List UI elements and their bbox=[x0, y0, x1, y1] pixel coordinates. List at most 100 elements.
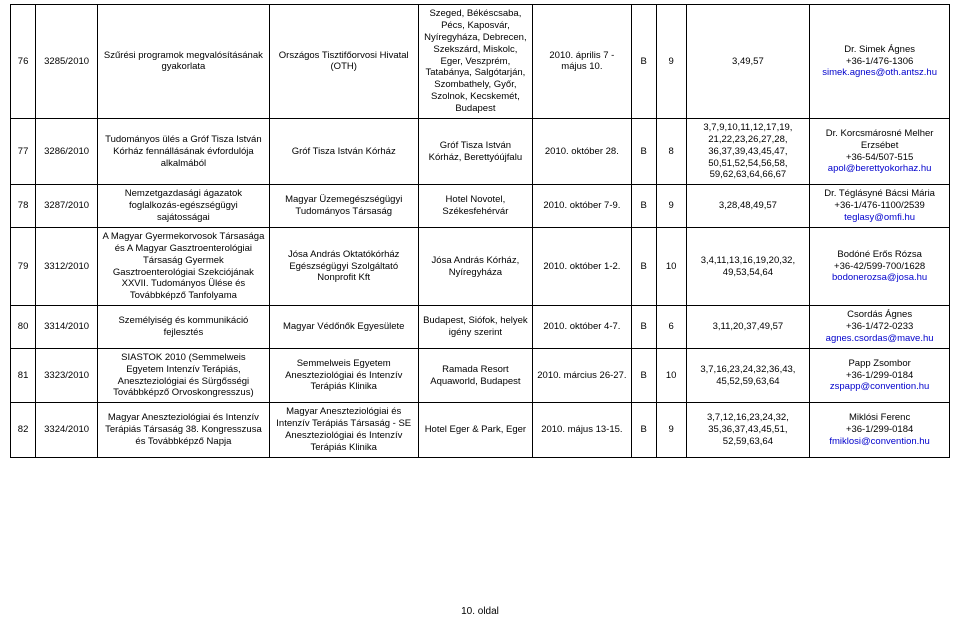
cell-ref: 3285/2010 bbox=[36, 5, 98, 119]
cell-idx: 78 bbox=[11, 185, 36, 228]
cell-b: 8 bbox=[656, 118, 686, 184]
cell-idx: 82 bbox=[11, 403, 36, 458]
contact-name: Miklósi Ferenc bbox=[814, 412, 945, 424]
cell-place: Szeged, Békéscsaba, Pécs, Kaposvár, Nyír… bbox=[418, 5, 533, 119]
cell-org: Magyar Aneszteziológiai és Intenzív Terá… bbox=[269, 403, 418, 458]
cell-a: B bbox=[631, 227, 656, 305]
cell-codes: 3,11,20,37,49,57 bbox=[686, 306, 810, 349]
contact-name: Dr. Téglásyné Bácsi Mária bbox=[814, 188, 945, 200]
cell-place: Budapest, Siófok, helyek igény szerint bbox=[418, 306, 533, 349]
cell-ref: 3286/2010 bbox=[36, 118, 98, 184]
contact-email: fmiklosi@convention.hu bbox=[814, 436, 945, 448]
cell-ref: 3287/2010 bbox=[36, 185, 98, 228]
contact-phone: +36-1/299-0184 bbox=[814, 424, 945, 436]
contact-phone: +36-1/299-0184 bbox=[814, 370, 945, 382]
cell-codes: 3,7,9,10,11,12,17,19, 21,22,23,26,27,28,… bbox=[686, 118, 810, 184]
cell-b: 6 bbox=[656, 306, 686, 349]
cell-place: Gróf Tisza István Kórház, Berettyóújfalu bbox=[418, 118, 533, 184]
cell-contact: Csordás Ágnes+36-1/472-0233agnes.csordas… bbox=[810, 306, 950, 349]
cell-contact: Miklósi Ferenc+36-1/299-0184fmiklosi@con… bbox=[810, 403, 950, 458]
contact-name: Dr. Korcsmárosné Melher Erzsébet bbox=[814, 128, 945, 152]
cell-ref: 3312/2010 bbox=[36, 227, 98, 305]
contact-email: apol@berettyokorhaz.hu bbox=[814, 163, 945, 175]
table-row: 793312/2010A Magyar Gyermekorvosok Társa… bbox=[11, 227, 950, 305]
cell-a: B bbox=[631, 185, 656, 228]
contact-phone: +36-1/476-1100/2539 bbox=[814, 200, 945, 212]
cell-title: Szűrési programok megvalósításának gyako… bbox=[98, 5, 270, 119]
cell-b: 10 bbox=[656, 348, 686, 403]
cell-a: B bbox=[631, 306, 656, 349]
cell-org: Országos Tisztifőorvosi Hivatal (OTH) bbox=[269, 5, 418, 119]
cell-date: 2010. március 26-27. bbox=[533, 348, 631, 403]
cell-contact: Dr. Simek Ágnes+36-1/476-1306simek.agnes… bbox=[810, 5, 950, 119]
cell-codes: 3,4,11,13,16,19,20,32, 49,53,54,64 bbox=[686, 227, 810, 305]
table-row: 803314/2010Személyiség és kommunikáció f… bbox=[11, 306, 950, 349]
contact-phone: +36-1/476-1306 bbox=[814, 56, 945, 68]
contact-email: agnes.csordas@mave.hu bbox=[814, 333, 945, 345]
cell-idx: 81 bbox=[11, 348, 36, 403]
cell-title: Magyar Aneszteziológiai és Intenzív Terá… bbox=[98, 403, 270, 458]
cell-place: Hotel Novotel, Székesfehérvár bbox=[418, 185, 533, 228]
page-footer: 10. oldal bbox=[0, 606, 960, 617]
cell-b: 9 bbox=[656, 403, 686, 458]
cell-date: 2010. május 13-15. bbox=[533, 403, 631, 458]
cell-place: Jósa András Kórház, Nyíregyháza bbox=[418, 227, 533, 305]
contact-name: Dr. Simek Ágnes bbox=[814, 44, 945, 56]
cell-title: Tudományos ülés a Gróf Tisza István Kórh… bbox=[98, 118, 270, 184]
contact-email: zspapp@convention.hu bbox=[814, 381, 945, 393]
contact-name: Csordás Ágnes bbox=[814, 309, 945, 321]
cell-a: B bbox=[631, 5, 656, 119]
cell-codes: 3,7,12,16,23,24,32, 35,36,37,43,45,51, 5… bbox=[686, 403, 810, 458]
cell-org: Magyar Üzemegészségügyi Tudományos Társa… bbox=[269, 185, 418, 228]
cell-place: Ramada Resort Aquaworld, Budapest bbox=[418, 348, 533, 403]
cell-contact: Dr. Téglásyné Bácsi Mária+36-1/476-1100/… bbox=[810, 185, 950, 228]
cell-b: 9 bbox=[656, 185, 686, 228]
table-row: 763285/2010Szűrési programok megvalósítá… bbox=[11, 5, 950, 119]
cell-ref: 3324/2010 bbox=[36, 403, 98, 458]
cell-idx: 77 bbox=[11, 118, 36, 184]
cell-idx: 79 bbox=[11, 227, 36, 305]
cell-title: SIASTOK 2010 (Semmelweis Egyetem Intenzí… bbox=[98, 348, 270, 403]
cell-date: 2010. október 28. bbox=[533, 118, 631, 184]
contact-phone: +36-42/599-700/1628 bbox=[814, 261, 945, 273]
cell-date: 2010. október 1-2. bbox=[533, 227, 631, 305]
contact-email: simek.agnes@oth.antsz.hu bbox=[814, 67, 945, 79]
cell-org: Jósa András Oktatókórház Egészségügyi Sz… bbox=[269, 227, 418, 305]
contact-email: bodonerozsa@josa.hu bbox=[814, 272, 945, 284]
cell-date: 2010. október 7-9. bbox=[533, 185, 631, 228]
table-row: 783287/2010Nemzetgazdasági ágazatok fogl… bbox=[11, 185, 950, 228]
cell-contact: Papp Zsombor+36-1/299-0184zspapp@convent… bbox=[810, 348, 950, 403]
cell-date: 2010. október 4-7. bbox=[533, 306, 631, 349]
cell-a: B bbox=[631, 403, 656, 458]
cell-b: 9 bbox=[656, 5, 686, 119]
cell-codes: 3,28,48,49,57 bbox=[686, 185, 810, 228]
page: 763285/2010Szűrési programok megvalósítá… bbox=[0, 0, 960, 623]
cell-title: A Magyar Gyermekorvosok Társasága és A M… bbox=[98, 227, 270, 305]
cell-contact: Bodóné Erős Rózsa+36-42/599-700/1628bodo… bbox=[810, 227, 950, 305]
table-row: 813323/2010SIASTOK 2010 (Semmelweis Egye… bbox=[11, 348, 950, 403]
cell-idx: 76 bbox=[11, 5, 36, 119]
cell-org: Semmelweis Egyetem Aneszteziológiai és I… bbox=[269, 348, 418, 403]
cell-title: Nemzetgazdasági ágazatok foglalkozás-egé… bbox=[98, 185, 270, 228]
cell-date: 2010. április 7 - május 10. bbox=[533, 5, 631, 119]
cell-a: B bbox=[631, 348, 656, 403]
contact-phone: +36-1/472-0233 bbox=[814, 321, 945, 333]
cell-b: 10 bbox=[656, 227, 686, 305]
cell-org: Magyar Védőnők Egyesülete bbox=[269, 306, 418, 349]
cell-codes: 3,7,16,23,24,32,36,43, 45,52,59,63,64 bbox=[686, 348, 810, 403]
contact-phone: +36-54/507-515 bbox=[814, 152, 945, 164]
cell-ref: 3314/2010 bbox=[36, 306, 98, 349]
cell-a: B bbox=[631, 118, 656, 184]
table-row: 823324/2010Magyar Aneszteziológiai és In… bbox=[11, 403, 950, 458]
cell-org: Gróf Tisza István Kórház bbox=[269, 118, 418, 184]
cell-contact: Dr. Korcsmárosné Melher Erzsébet+36-54/5… bbox=[810, 118, 950, 184]
data-table: 763285/2010Szűrési programok megvalósítá… bbox=[10, 4, 950, 458]
cell-ref: 3323/2010 bbox=[36, 348, 98, 403]
contact-name: Bodóné Erős Rózsa bbox=[814, 249, 945, 261]
contact-email: teglasy@omfi.hu bbox=[814, 212, 945, 224]
cell-place: Hotel Eger & Park, Eger bbox=[418, 403, 533, 458]
cell-idx: 80 bbox=[11, 306, 36, 349]
table-row: 773286/2010Tudományos ülés a Gróf Tisza … bbox=[11, 118, 950, 184]
cell-title: Személyiség és kommunikáció fejlesztés bbox=[98, 306, 270, 349]
contact-name: Papp Zsombor bbox=[814, 358, 945, 370]
